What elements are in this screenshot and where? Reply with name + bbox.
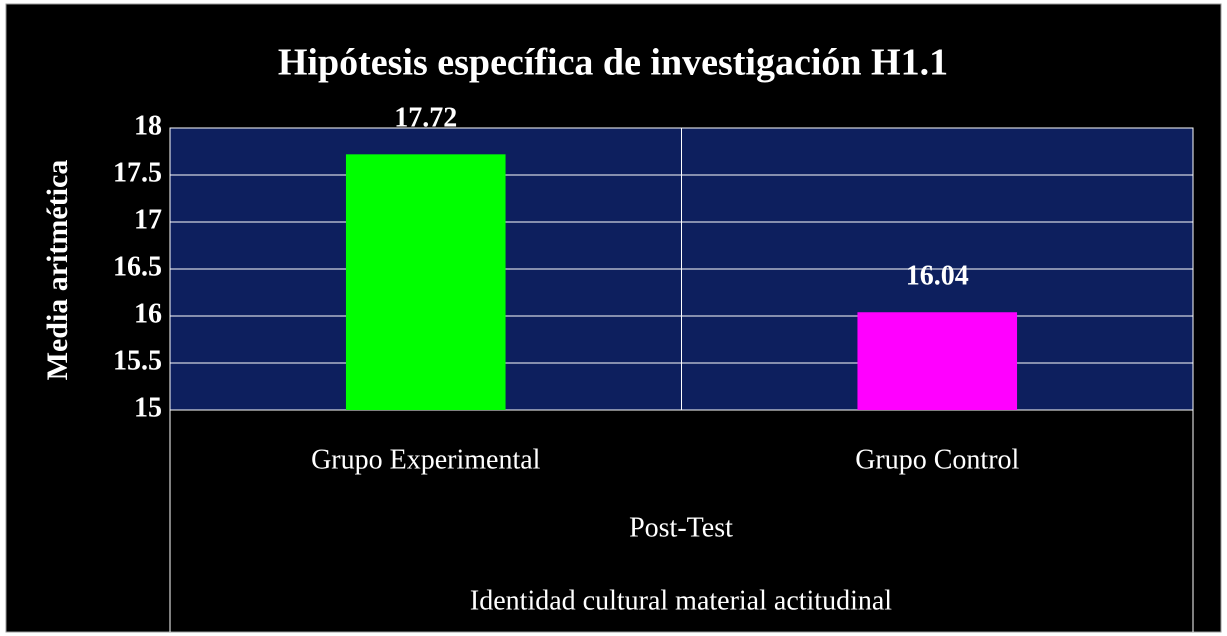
data-label: 17.72 (394, 103, 457, 134)
y-tick-label: 17 (134, 204, 162, 235)
y-tick-label: 18 (134, 110, 162, 141)
x-axis-label: Identidad cultural material actitudinal (470, 585, 892, 616)
y-tick-label: 16.5 (113, 251, 162, 282)
y-tick-label: 17.5 (113, 157, 162, 188)
y-tick-label: 15 (134, 392, 162, 423)
x-tick-label: Grupo Control (855, 444, 1019, 475)
x-tick-label: Grupo Experimental (311, 444, 541, 475)
bar (345, 154, 506, 410)
y-tick-label: 16 (134, 298, 162, 329)
chart-title: Hipótesis específica de investigación H1… (278, 42, 948, 84)
bar (857, 312, 1018, 410)
category-group-label: Post-Test (629, 512, 733, 543)
data-label: 16.04 (906, 261, 969, 292)
y-axis-label: Media aritmética (41, 160, 74, 381)
y-tick-label: 15.5 (113, 345, 162, 376)
